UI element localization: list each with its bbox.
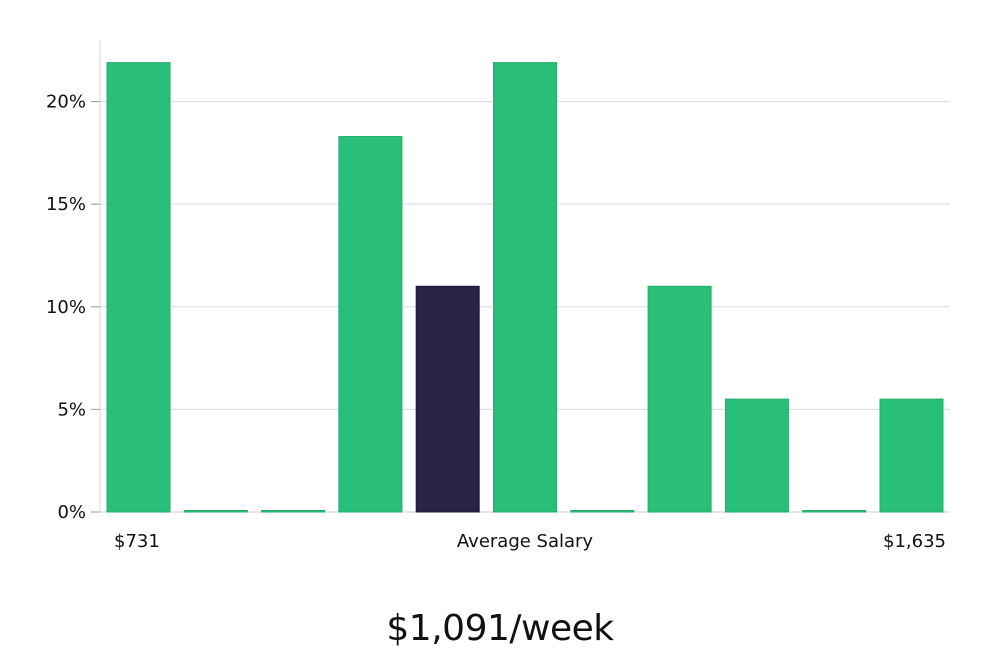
x-axis-title: Average Salary bbox=[457, 531, 594, 552]
bar bbox=[570, 510, 635, 513]
y-tick-label: 0% bbox=[57, 502, 86, 523]
y-tick-label: 5% bbox=[57, 399, 86, 420]
bar bbox=[493, 62, 557, 513]
y-tick-label: 15% bbox=[46, 194, 86, 215]
y-tick-label: 10% bbox=[46, 297, 86, 318]
bar bbox=[183, 510, 248, 513]
bar bbox=[724, 398, 789, 513]
x-min-label: $731 bbox=[114, 531, 160, 552]
x-max-label: $1,635 bbox=[883, 531, 946, 552]
y-tick-label: 20% bbox=[46, 92, 86, 113]
bars bbox=[106, 62, 944, 513]
y-axis-ticks: 0% 5% 10% 15% 20% bbox=[46, 92, 100, 523]
bar-highlight-average bbox=[415, 285, 480, 513]
salary-histogram: 0% 5% 10% 15% 20% $731 Average Salary $1,635 bbox=[46, 40, 950, 552]
bar bbox=[879, 398, 944, 513]
bar bbox=[261, 510, 326, 513]
bar bbox=[106, 62, 171, 513]
average-salary-headline: $1,091/week bbox=[386, 608, 614, 649]
bar bbox=[338, 136, 403, 513]
bar bbox=[647, 285, 712, 513]
bar bbox=[802, 510, 867, 513]
